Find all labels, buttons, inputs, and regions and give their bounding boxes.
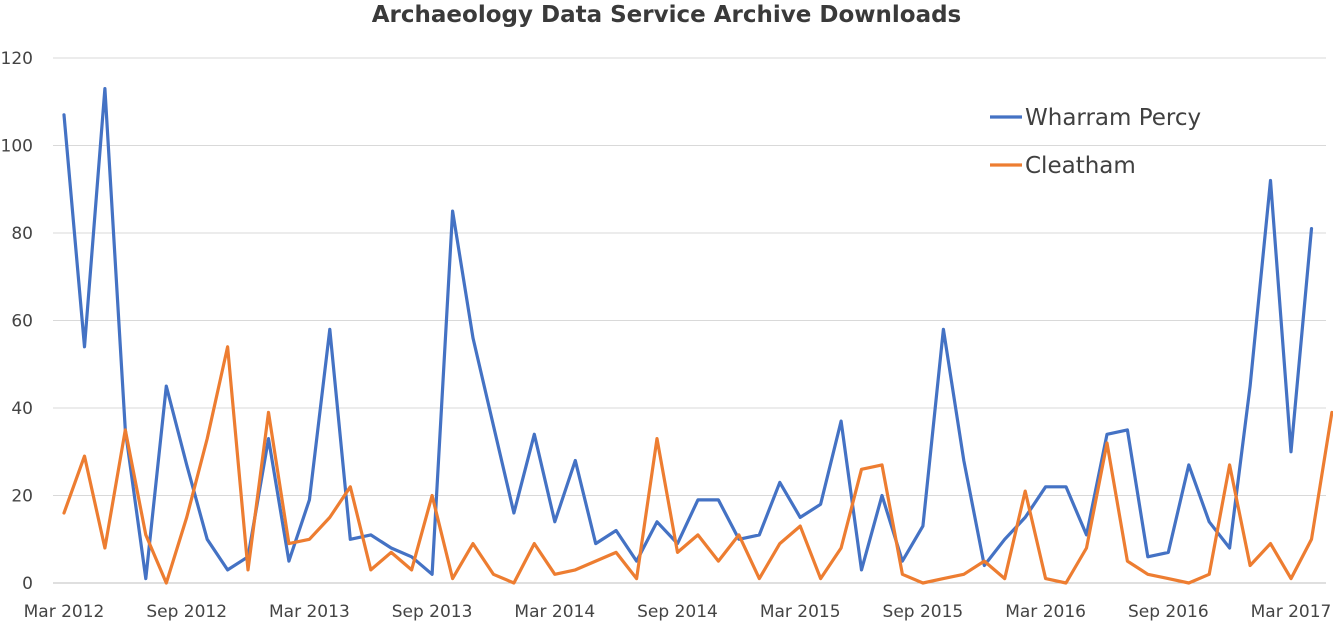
y-tick-label: 80 bbox=[11, 224, 33, 244]
y-tick-label: 120 bbox=[1, 49, 33, 69]
legend-label: Cleatham bbox=[1025, 153, 1136, 179]
y-tick-label: 20 bbox=[11, 487, 33, 507]
series-lines bbox=[62, 86, 1333, 585]
x-tick-label: Sep 2014 bbox=[637, 602, 718, 622]
y-tick-label: 100 bbox=[1, 137, 33, 157]
legend-label: Wharram Percy bbox=[1025, 105, 1201, 131]
gridlines bbox=[53, 57, 1326, 584]
y-axis-labels: 0 20 40 60 80 100 120 bbox=[1, 49, 33, 594]
x-tick-label: Mar 2014 bbox=[514, 602, 595, 622]
series-line-cleatham bbox=[62, 345, 1333, 585]
y-tick-label: 40 bbox=[11, 399, 33, 419]
y-tick-label: 0 bbox=[22, 574, 33, 594]
x-tick-label: Mar 2012 bbox=[24, 602, 105, 622]
x-tick-label: Mar 2013 bbox=[269, 602, 350, 622]
x-tick-label: Mar 2016 bbox=[1005, 602, 1086, 622]
x-tick-label: Sep 2015 bbox=[883, 602, 964, 622]
chart-title: Archaeology Data Service Archive Downloa… bbox=[371, 2, 962, 28]
series-line-wharram-percy bbox=[62, 86, 1314, 581]
x-tick-label: Mar 2017 bbox=[1251, 602, 1332, 622]
x-axis: Mar 2012 Sep 2012 Mar 2013 Sep 2013 Mar 2014… bbox=[24, 602, 1332, 622]
y-tick-label: 60 bbox=[11, 312, 33, 332]
x-tick-label: Mar 2015 bbox=[760, 602, 841, 622]
x-tick-label: Sep 2012 bbox=[146, 602, 227, 622]
x-tick-label: Sep 2016 bbox=[1128, 602, 1209, 622]
legend: Wharram Percy Cleatham bbox=[990, 105, 1201, 179]
x-tick-label: Sep 2013 bbox=[392, 602, 473, 622]
